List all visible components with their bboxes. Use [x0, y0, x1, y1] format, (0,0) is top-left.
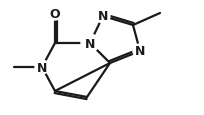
Circle shape: [81, 35, 99, 53]
Text: N: N: [98, 10, 108, 23]
Circle shape: [133, 45, 147, 59]
Text: N: N: [37, 61, 47, 74]
Circle shape: [35, 60, 49, 74]
Circle shape: [48, 7, 62, 21]
Circle shape: [96, 10, 110, 24]
Text: N: N: [135, 45, 145, 58]
Text: O: O: [50, 7, 60, 20]
Text: N: N: [85, 37, 95, 50]
